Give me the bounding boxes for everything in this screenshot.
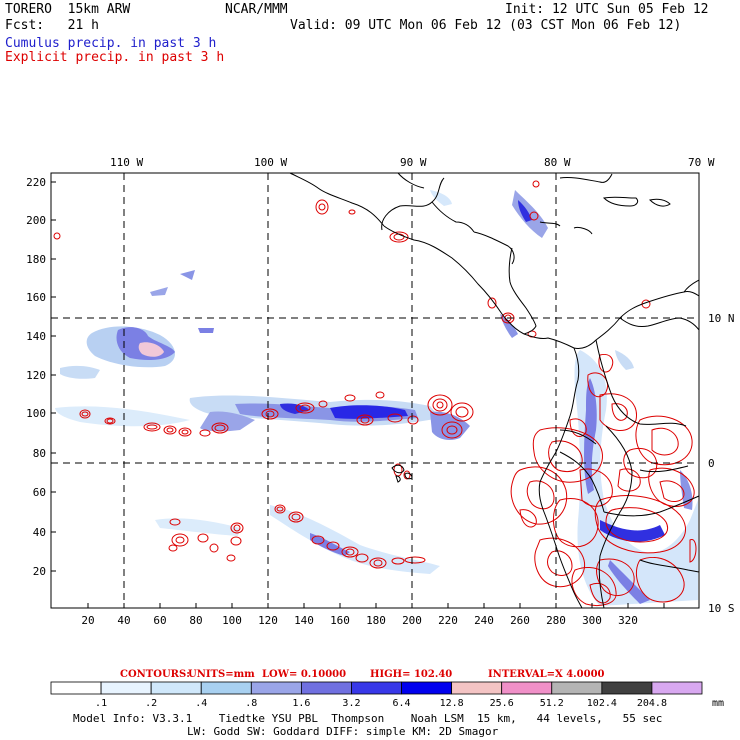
contour-info: CONTOURS: UNITS=mm LOW= 0.10000 HIGH= 10… xyxy=(120,669,605,680)
lon-label-70w: 70 W xyxy=(688,156,715,169)
colorbar-label: .4 xyxy=(195,698,207,709)
legend-explicit: Explicit precip. in past 3 h xyxy=(5,50,225,65)
contour-label: CONTOURS: xyxy=(120,669,190,680)
lon-label-90w: 90 W xyxy=(400,156,427,169)
y-tick-label: 180 xyxy=(26,253,46,266)
forecast-hour: Fcst: 21 h xyxy=(5,18,99,33)
x-tick-label: 180 xyxy=(366,614,386,627)
y-tick-label: 60 xyxy=(33,486,46,499)
y-tick-label: 120 xyxy=(26,369,46,382)
lon-label-80w: 80 W xyxy=(544,156,571,169)
contour-units: UNITS=mm xyxy=(188,669,255,680)
y-tick-label: 80 xyxy=(33,447,46,460)
colorbar-label: 51.2 xyxy=(540,698,564,709)
lon-label-100w: 100 W xyxy=(254,156,287,169)
lon-label-110w: 110 W xyxy=(110,156,143,169)
y-tick-label: 20 xyxy=(33,565,46,578)
graticule xyxy=(51,173,699,608)
coastlines xyxy=(289,172,700,609)
legend-cumulus: Cumulus precip. in past 3 h xyxy=(5,36,217,51)
axis-labels: 110 W 100 W 90 W 80 W 70 W 10 N 0 10 S 2… xyxy=(26,156,734,627)
x-tick-label: 160 xyxy=(330,614,350,627)
footer-physics-info: LW: Godd SW: Goddard DIFF: simple KM: 2D… xyxy=(187,725,499,738)
valid-time: Valid: 09 UTC Mon 06 Feb 12 (03 CST Mon … xyxy=(290,18,682,33)
colorbar-swatch xyxy=(100,681,152,695)
colorbar-swatch xyxy=(651,681,703,695)
colorbar-unit: mm xyxy=(712,698,724,709)
lat-label-10n: 10 N xyxy=(708,312,735,325)
contour-high: HIGH= 102.40 xyxy=(370,669,452,680)
y-tick-label: 140 xyxy=(26,330,46,343)
x-tick-label: 40 xyxy=(117,614,130,627)
colorbar-label: .8 xyxy=(245,698,257,709)
colorbar-swatch xyxy=(601,681,653,695)
org-label: NCAR/MMM xyxy=(225,2,288,17)
colorbar-swatch xyxy=(50,681,102,695)
x-tick-label: 120 xyxy=(258,614,278,627)
x-tick-label: 240 xyxy=(474,614,494,627)
colorbar-swatch xyxy=(451,681,503,695)
colorbar-label: 3.2 xyxy=(342,698,360,709)
colorbar-label: 1.6 xyxy=(292,698,310,709)
y-tick-label: 40 xyxy=(33,526,46,539)
x-tick-label: 100 xyxy=(222,614,242,627)
colorbar-label: 12.8 xyxy=(440,698,464,709)
colorbar-swatch xyxy=(501,681,553,695)
y-tick-label: 220 xyxy=(26,176,46,189)
init-time: Init: 12 UTC Sun 05 Feb 12 xyxy=(505,2,709,17)
x-tick-label: 20 xyxy=(81,614,94,627)
colorbar-label: .1 xyxy=(95,698,107,709)
y-tick-label: 160 xyxy=(26,291,46,304)
colorbar-swatch xyxy=(551,681,603,695)
x-tick-label: 280 xyxy=(546,614,566,627)
x-tick-label: 320 xyxy=(618,614,638,627)
colorbar-label: 6.4 xyxy=(393,698,411,709)
colorbar: .1 .2 .4 .8 1.6 3.2 6.4 12.8 25.6 51.2 102.4 204.8 m… xyxy=(50,681,724,709)
x-tick-label: 260 xyxy=(510,614,530,627)
colorbar-label: 102.4 xyxy=(587,698,617,709)
x-tick-label: 60 xyxy=(153,614,166,627)
axis-ticks xyxy=(51,181,665,608)
model-title: TORERO 15km ARW xyxy=(5,2,131,17)
colorbar-label: 25.6 xyxy=(490,698,514,709)
lat-label-10s: 10 S xyxy=(708,602,735,615)
y-tick-label: 100 xyxy=(26,407,46,420)
colorbar-swatch xyxy=(200,681,252,695)
x-tick-label: 300 xyxy=(582,614,602,627)
colorbar-swatch xyxy=(401,681,453,695)
lat-label-0: 0 xyxy=(708,457,715,470)
colorbar-swatch xyxy=(150,681,202,695)
contour-interval: INTERVAL=X 4.0000 xyxy=(488,669,605,680)
x-tick-label: 200 xyxy=(402,614,422,627)
contour-low: LOW= 0.10000 xyxy=(262,669,346,680)
x-tick-label: 80 xyxy=(189,614,202,627)
colorbar-swatch xyxy=(351,681,402,695)
x-tick-label: 220 xyxy=(438,614,458,627)
colorbar-label: .2 xyxy=(145,698,157,709)
x-tick-label: 140 xyxy=(294,614,314,627)
y-tick-label: 200 xyxy=(26,214,46,227)
colorbar-swatch xyxy=(250,681,302,695)
colorbar-label: 204.8 xyxy=(637,698,667,709)
footer-model-info: Model Info: V3.3.1 Tiedtke YSU PBL Thomp… xyxy=(73,712,663,725)
colorbar-swatch xyxy=(300,681,352,695)
